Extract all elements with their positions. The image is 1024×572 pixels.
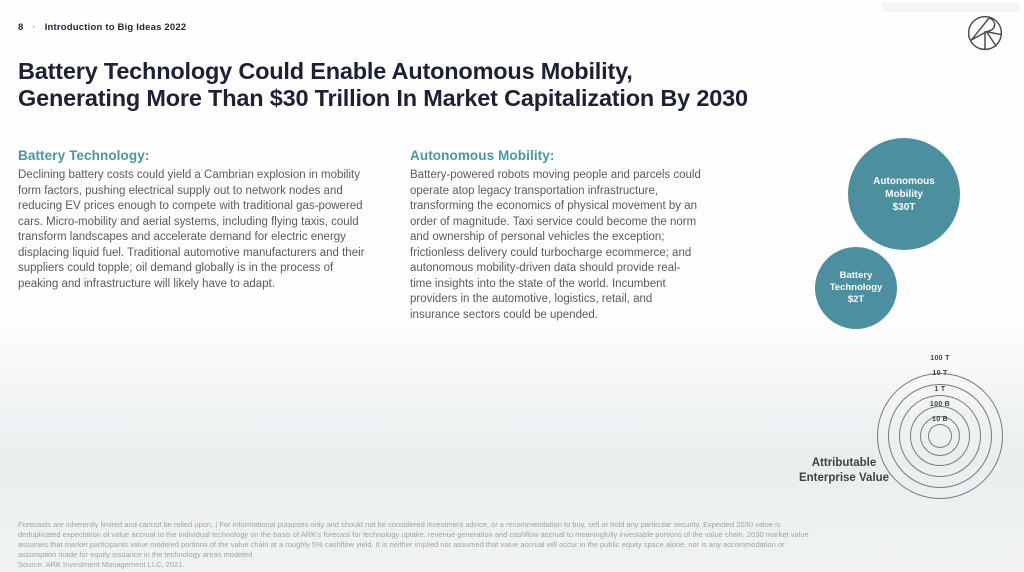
disclaimer-line: assumes that market participants value m… <box>18 540 785 549</box>
ark-logo-icon <box>964 12 1006 54</box>
disclaimer: Forecasts are inherently limited and can… <box>18 520 1018 570</box>
autonomous-mobility-body: Battery-powered robots moving people and… <box>410 169 701 321</box>
disclaimer-line: assumption made for equity issuance in t… <box>18 550 253 559</box>
ring-label-10t: 10 T <box>932 370 948 377</box>
battery-technology-heading: Battery Technology: <box>18 148 150 163</box>
bubble-autonomous-mobility-value: $30T <box>892 201 916 213</box>
page-number: 8 <box>18 22 24 33</box>
source-line: Source: ARK Investment Management LLC, 2… <box>18 560 185 569</box>
battery-technology-body: Declining battery costs could yield a Ca… <box>18 169 365 290</box>
ring-label-100t: 100 T <box>930 355 950 362</box>
bubble-battery-technology: Battery Technology $2T <box>815 247 897 329</box>
autonomous-mobility-section: Autonomous Mobility: Battery-powered rob… <box>410 148 702 323</box>
disclaimer-line: Forecasts are inherently limited and can… <box>18 520 781 529</box>
legend-caption-line1: Attributable <box>811 457 877 469</box>
ring-inner <box>928 424 952 448</box>
battery-technology-section: Battery Technology: Declining battery co… <box>18 148 376 292</box>
ring-label-1t: 1 T <box>934 386 946 393</box>
legend-caption-line2: Enterprise Value <box>798 472 890 484</box>
header-separator-dot: · <box>32 22 36 32</box>
ring-100b <box>910 406 970 466</box>
ring-10t <box>888 384 992 488</box>
bubble-scale-legend: 100 T 10 T 1 T 100 B 10 B <box>860 350 1024 510</box>
disclaimer-line: deduplicated expectation of value accrua… <box>18 530 809 539</box>
bubble-autonomous-mobility-label: Autonomous Mobility <box>873 175 935 200</box>
bubble-battery-technology-label: Battery Technology <box>829 270 883 293</box>
breadcrumb: Introduction to Big Ideas 2022 <box>44 22 187 33</box>
legend-caption: Attributable Enterprise Value <box>784 456 904 486</box>
ring-1t <box>899 395 981 477</box>
slide-title: Battery Technology Could Enable Autonomo… <box>18 58 778 111</box>
ring-label-100b: 100 B <box>929 401 951 408</box>
autonomous-mobility-heading: Autonomous Mobility: <box>410 148 555 163</box>
bubble-autonomous-mobility: Autonomous Mobility $30T <box>848 138 960 250</box>
ring-100t <box>877 373 1003 499</box>
slide-title-line2: Generating More Than $30 Trillion In Mar… <box>18 84 748 111</box>
slide-title-line1: Battery Technology Could Enable Autonomo… <box>18 58 633 84</box>
slide-header: 8 · Introduction to Big Ideas 2022 <box>18 22 186 33</box>
bubble-battery-technology-value: $2T <box>847 294 865 305</box>
video-overlay-artifact <box>882 2 1020 12</box>
concentric-rings <box>877 373 1003 499</box>
ring-label-10b: 10 B <box>932 416 948 423</box>
ring-10b <box>920 416 960 456</box>
